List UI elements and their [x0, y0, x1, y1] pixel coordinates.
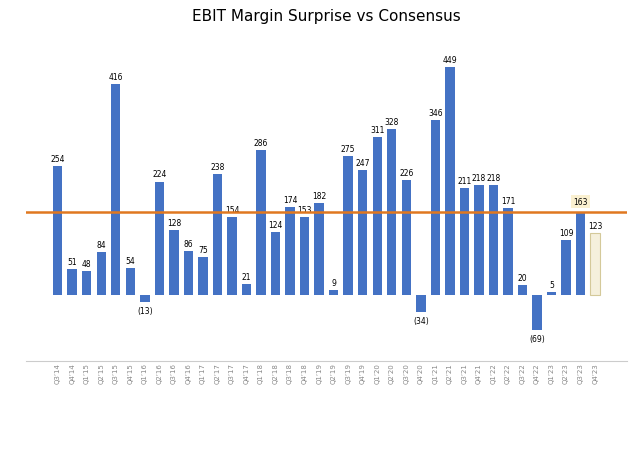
Bar [125, 268, 135, 295]
Text: 123: 123 [588, 221, 602, 230]
Bar [111, 85, 120, 295]
Bar [67, 269, 77, 295]
Text: 128: 128 [167, 219, 181, 228]
Text: 21: 21 [242, 273, 252, 282]
Text: (34): (34) [413, 317, 429, 325]
Bar [518, 285, 527, 295]
Text: 224: 224 [152, 170, 166, 179]
Text: 154: 154 [225, 206, 239, 214]
Bar [314, 203, 324, 295]
Text: 86: 86 [184, 240, 193, 249]
Text: 163: 163 [573, 201, 588, 210]
Text: 51: 51 [67, 257, 77, 267]
Text: 163: 163 [573, 198, 588, 207]
Bar [401, 181, 411, 295]
Bar [212, 175, 222, 295]
Bar [372, 138, 382, 295]
Bar [198, 257, 207, 295]
Text: 109: 109 [559, 228, 573, 237]
Text: 171: 171 [500, 197, 515, 206]
Text: 328: 328 [385, 118, 399, 126]
Bar [155, 182, 164, 295]
Text: 311: 311 [370, 126, 385, 135]
Bar [169, 231, 179, 295]
Bar [358, 170, 367, 295]
Text: 124: 124 [268, 221, 283, 230]
Text: 84: 84 [97, 241, 106, 250]
Text: 449: 449 [442, 56, 457, 65]
Text: 174: 174 [283, 195, 298, 204]
Text: 218: 218 [486, 173, 500, 182]
Bar [344, 156, 353, 295]
Text: 254: 254 [51, 155, 65, 164]
Bar [300, 218, 309, 295]
Bar [431, 120, 440, 295]
Bar [576, 213, 586, 295]
Text: 153: 153 [298, 206, 312, 215]
Title: EBIT Margin Surprise vs Consensus: EBIT Margin Surprise vs Consensus [192, 9, 461, 25]
Text: 182: 182 [312, 191, 326, 200]
Bar [140, 295, 150, 302]
Bar [242, 285, 252, 295]
Text: 9: 9 [332, 279, 336, 288]
Text: 247: 247 [355, 158, 370, 168]
Bar [503, 209, 513, 295]
Text: 416: 416 [109, 73, 123, 82]
Text: 20: 20 [518, 273, 527, 282]
Bar [97, 253, 106, 295]
Bar [591, 233, 600, 295]
Bar [532, 295, 541, 330]
Text: 238: 238 [211, 163, 225, 172]
Bar [256, 151, 266, 295]
Bar [184, 252, 193, 295]
Text: 346: 346 [428, 108, 443, 118]
Text: 275: 275 [341, 144, 355, 153]
Text: 286: 286 [254, 139, 268, 148]
Text: 226: 226 [399, 169, 413, 178]
Text: 211: 211 [457, 177, 472, 186]
Bar [271, 233, 280, 295]
Bar [285, 207, 295, 295]
Bar [227, 218, 237, 295]
Text: 48: 48 [82, 259, 92, 268]
Bar [82, 271, 92, 295]
Bar [474, 185, 484, 295]
Bar [561, 240, 571, 295]
Text: (13): (13) [137, 306, 152, 315]
Text: 75: 75 [198, 245, 208, 255]
Bar [445, 69, 454, 295]
Text: (69): (69) [529, 334, 545, 344]
Bar [489, 185, 498, 295]
Text: 218: 218 [472, 173, 486, 182]
Bar [329, 291, 339, 295]
Bar [547, 293, 556, 295]
Bar [460, 189, 469, 295]
Bar [53, 167, 62, 295]
Bar [387, 130, 397, 295]
Bar [416, 295, 426, 313]
Text: 54: 54 [125, 256, 135, 265]
Text: 5: 5 [549, 281, 554, 290]
